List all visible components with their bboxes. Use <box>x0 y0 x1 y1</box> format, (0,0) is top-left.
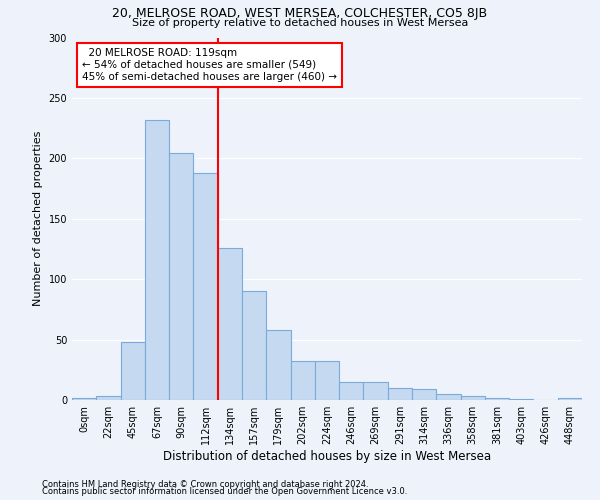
Bar <box>388 388 412 400</box>
Text: Contains HM Land Registry data © Crown copyright and database right 2024.: Contains HM Land Registry data © Crown c… <box>42 480 368 489</box>
Bar <box>436 394 461 400</box>
Bar <box>169 154 193 400</box>
Text: Size of property relative to detached houses in West Mersea: Size of property relative to detached ho… <box>132 18 468 28</box>
Bar <box>121 342 145 400</box>
Bar <box>145 120 169 400</box>
Bar <box>339 382 364 400</box>
Bar <box>412 389 436 400</box>
Bar <box>193 173 218 400</box>
Bar <box>558 398 582 400</box>
Text: 20 MELROSE ROAD: 119sqm
← 54% of detached houses are smaller (549)
45% of semi-d: 20 MELROSE ROAD: 119sqm ← 54% of detache… <box>82 48 337 82</box>
Bar <box>218 248 242 400</box>
Bar <box>72 398 96 400</box>
Bar <box>461 396 485 400</box>
Y-axis label: Number of detached properties: Number of detached properties <box>33 131 43 306</box>
Bar <box>509 399 533 400</box>
Text: Contains public sector information licensed under the Open Government Licence v3: Contains public sector information licen… <box>42 488 407 496</box>
Bar <box>266 330 290 400</box>
X-axis label: Distribution of detached houses by size in West Mersea: Distribution of detached houses by size … <box>163 450 491 463</box>
Bar <box>242 291 266 400</box>
Bar <box>315 362 339 400</box>
Text: 20, MELROSE ROAD, WEST MERSEA, COLCHESTER, CO5 8JB: 20, MELROSE ROAD, WEST MERSEA, COLCHESTE… <box>112 8 488 20</box>
Bar <box>364 382 388 400</box>
Bar <box>485 398 509 400</box>
Bar <box>96 396 121 400</box>
Bar <box>290 362 315 400</box>
